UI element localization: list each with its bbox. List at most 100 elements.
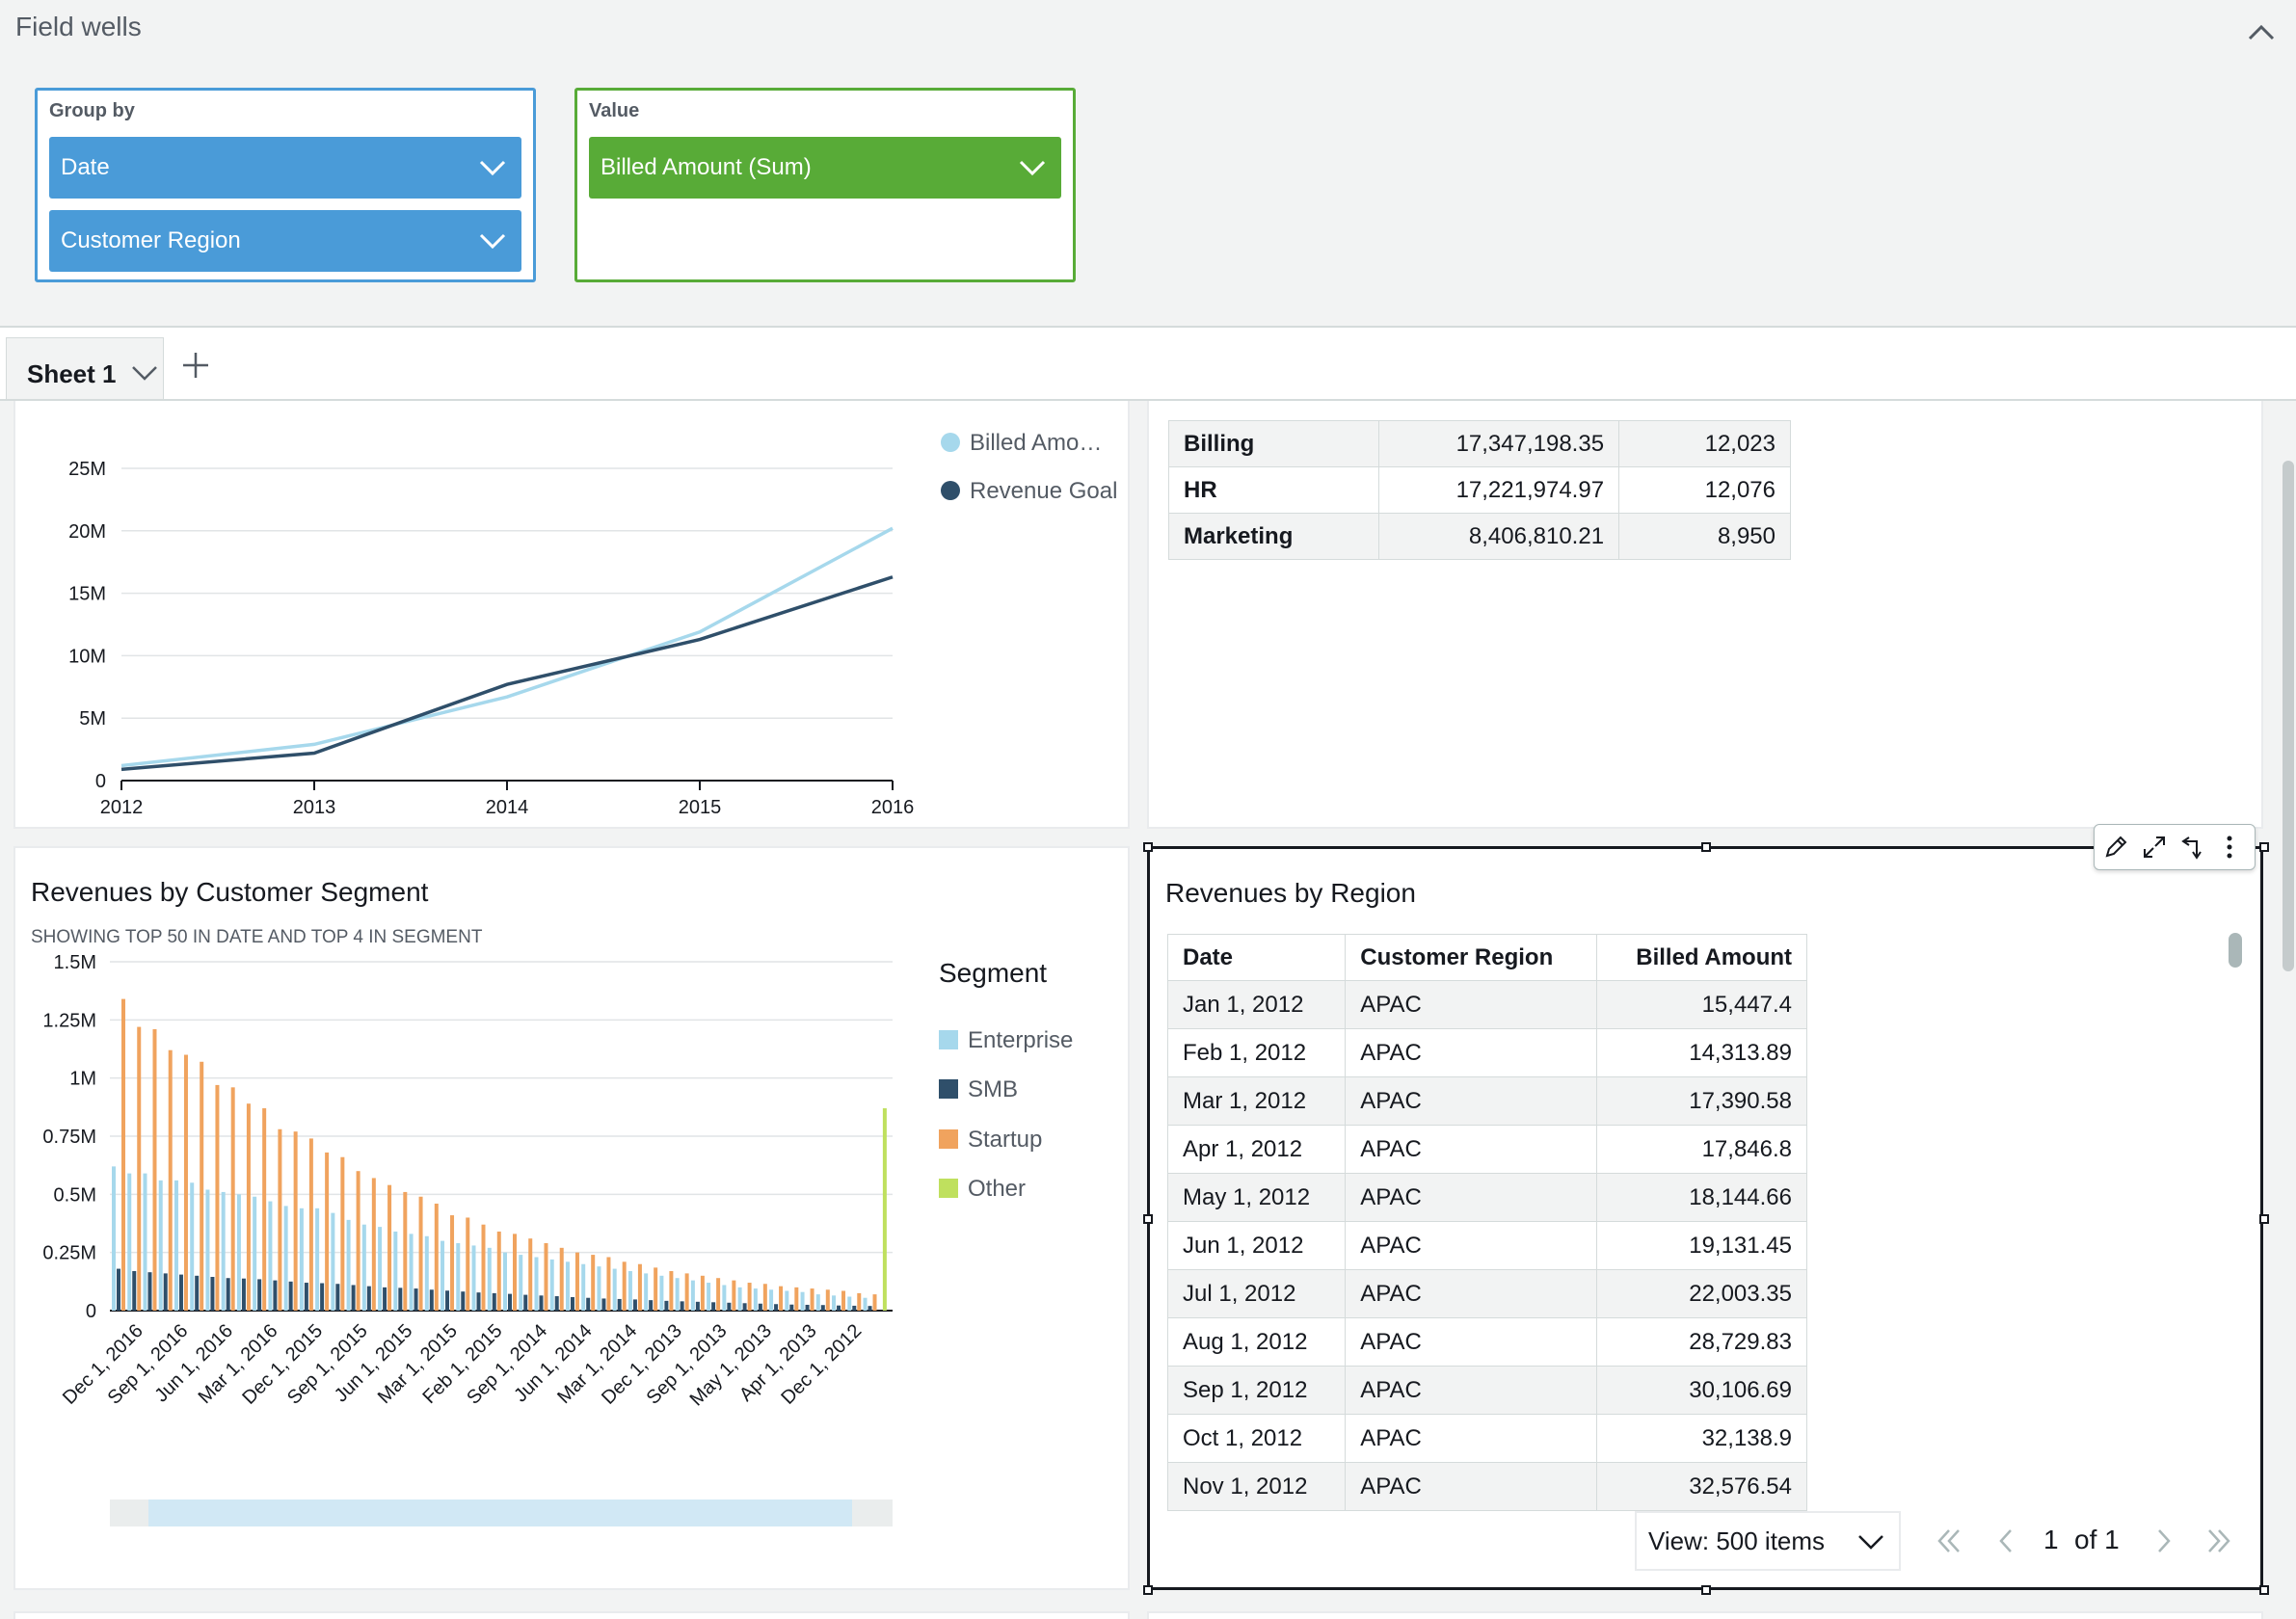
tab-sheet-1[interactable]: Sheet 1 (6, 337, 164, 399)
bar-startup (779, 1286, 784, 1311)
expand-icon[interactable] (2141, 834, 2168, 861)
series-line-billed (120, 526, 894, 768)
bar-startup (496, 1231, 501, 1311)
table-cell: APAC (1345, 1462, 1598, 1511)
table-row[interactable]: Billing 17,347,198.35 12,023 (1167, 420, 1791, 467)
collapse-chevron-icon[interactable] (2244, 17, 2279, 46)
bar-enterprise (627, 1270, 632, 1311)
column-header[interactable]: Billed Amount (1596, 934, 1807, 981)
table-row[interactable]: Apr 1, 2012 APAC 17,846.8 (1167, 1125, 1807, 1174)
page-scrollbar-thumb[interactable] (2283, 461, 2294, 971)
column-header[interactable]: Customer Region (1345, 934, 1598, 981)
bar-startup (591, 1255, 596, 1311)
table-row[interactable]: Jan 1, 2012 APAC 15,447.4 (1167, 980, 1807, 1029)
table-row[interactable]: Jul 1, 2012 APAC 22,003.35 (1167, 1269, 1807, 1318)
y-tick-label: 10M (68, 646, 106, 667)
group-by-field-region[interactable]: Customer Region (49, 210, 521, 272)
sheet-canvas: 0 5M 10M 15M 20M 25M 2012 2013 2014 2015 2016 Bill… (0, 401, 2296, 1619)
bar-enterprise (221, 1191, 226, 1311)
bar-smb (147, 1272, 152, 1311)
bar-smb (852, 1305, 857, 1311)
bar-enterprise (847, 1296, 852, 1311)
resize-handle[interactable] (2259, 842, 2269, 852)
x-tick-label: 2015 (679, 797, 722, 818)
table-cell: APAC (1345, 1269, 1598, 1318)
table-row[interactable]: HR 17,221,974.97 12,076 (1167, 466, 1791, 514)
table-row[interactable]: Feb 1, 2012 APAC 14,313.89 (1167, 1028, 1807, 1077)
panel-subtitle: SHOWING TOP 50 IN DATE AND TOP 4 IN SEGM… (31, 927, 483, 947)
value-field-billed-amount[interactable]: Billed Amount (Sum) (589, 137, 1061, 199)
table-cell: Aug 1, 2012 (1167, 1317, 1347, 1367)
legend-item-enterprise[interactable]: Enterprise (939, 1027, 1073, 1054)
next-panel-left (13, 1611, 1130, 1619)
add-sheet-icon[interactable] (179, 349, 212, 382)
chevron-down-icon[interactable] (479, 156, 506, 179)
bar-enterprise (331, 1212, 335, 1311)
bar-smb (476, 1292, 481, 1311)
table-row[interactable]: Aug 1, 2012 APAC 28,729.83 (1167, 1317, 1807, 1367)
table-scrollbar-thumb[interactable] (2229, 933, 2242, 968)
resize-handle[interactable] (2259, 1214, 2269, 1224)
previous-page-icon[interactable] (1991, 1526, 2020, 1555)
resize-handle[interactable] (1701, 1585, 1711, 1595)
first-page-icon[interactable] (1936, 1526, 1964, 1555)
next-page-icon[interactable] (2149, 1526, 2178, 1555)
bar-smb (680, 1301, 684, 1311)
table-row[interactable]: May 1, 2012 APAC 18,144.66 (1167, 1173, 1807, 1222)
legend-item-other[interactable]: Other (939, 1176, 1026, 1203)
current-page: 1 (2043, 1525, 2059, 1554)
column-header[interactable]: Date (1167, 934, 1347, 981)
chevron-down-icon[interactable] (1856, 1530, 1885, 1553)
table-row[interactable]: Marketing 8,406,810.21 8,950 (1167, 513, 1791, 560)
swap-visual-icon[interactable] (2179, 834, 2206, 861)
legend-item-goal[interactable]: Revenue Goal (941, 478, 1117, 505)
chevron-down-icon[interactable] (130, 361, 159, 385)
table-cell: 22,003.35 (1596, 1269, 1807, 1318)
group-by-field-date[interactable]: Date (49, 137, 521, 199)
table-row[interactable]: Oct 1, 2012 APAC 32,138.9 (1167, 1414, 1807, 1463)
bar-enterprise (471, 1245, 476, 1311)
bar-smb (398, 1287, 403, 1311)
region-table-panel[interactable]: Revenues by Region Date Customer Region … (1147, 846, 2263, 1590)
bar-enterprise (409, 1234, 414, 1311)
bar-startup (137, 1026, 142, 1311)
legend-item-smb[interactable]: SMB (939, 1076, 1018, 1103)
chevron-down-icon[interactable] (1019, 156, 1046, 179)
resize-handle[interactable] (1701, 842, 1711, 852)
last-page-icon[interactable] (2203, 1526, 2232, 1555)
resize-handle[interactable] (1143, 1214, 1153, 1224)
bar-other (882, 1108, 887, 1311)
chevron-down-icon[interactable] (479, 229, 506, 252)
legend-item-startup[interactable]: Startup (939, 1127, 1042, 1154)
segment-chart-panel[interactable]: Revenues by Customer Segment SHOWING TOP… (13, 846, 1130, 1590)
table-row[interactable]: Nov 1, 2012 APAC 32,576.54 (1167, 1462, 1807, 1511)
legend-swatch (939, 1030, 958, 1049)
bar-smb (805, 1304, 810, 1311)
resize-handle[interactable] (1143, 842, 1153, 852)
department-table-panel[interactable]: Billing 17,347,198.35 12,023 HR 17,221,974.9… (1147, 401, 2263, 829)
resize-handle[interactable] (1143, 1585, 1153, 1595)
bar-startup (278, 1128, 282, 1311)
bar-enterprise (737, 1287, 742, 1311)
bar-smb (586, 1297, 591, 1311)
bar-startup (637, 1263, 642, 1311)
bar-enterprise (299, 1208, 304, 1311)
bar-enterprise (644, 1273, 649, 1311)
bar-smb (257, 1279, 262, 1311)
value-label: Value (589, 100, 640, 121)
edit-pencil-icon[interactable] (2102, 834, 2129, 861)
more-options-icon[interactable] (2216, 834, 2243, 861)
bar-startup (544, 1243, 548, 1311)
table-row[interactable]: Mar 1, 2012 APAC 17,390.58 (1167, 1076, 1807, 1126)
table-row[interactable]: Sep 1, 2012 APAC 30,106.69 (1167, 1366, 1807, 1415)
bar-enterprise (519, 1255, 523, 1311)
legend-item-billed[interactable]: Billed Amo… (941, 430, 1102, 457)
bar-smb (617, 1298, 622, 1311)
chart-scrollbar-thumb[interactable] (148, 1500, 852, 1526)
page-size-select[interactable]: View: 500 items (1635, 1511, 1901, 1571)
line-chart-panel[interactable]: 0 5M 10M 15M 20M 25M 2012 2013 2014 2015 2016 Bill… (13, 401, 1130, 829)
bar-enterprise (597, 1266, 601, 1311)
resize-handle[interactable] (2259, 1585, 2269, 1595)
table-row[interactable]: Jun 1, 2012 APAC 19,131.45 (1167, 1221, 1807, 1270)
chart-scrollbar-track[interactable] (110, 1500, 893, 1526)
